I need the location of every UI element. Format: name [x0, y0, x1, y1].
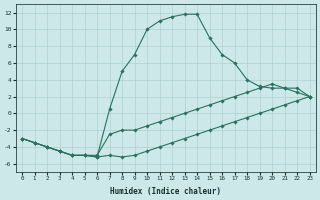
X-axis label: Humidex (Indice chaleur): Humidex (Indice chaleur) [110, 187, 221, 196]
